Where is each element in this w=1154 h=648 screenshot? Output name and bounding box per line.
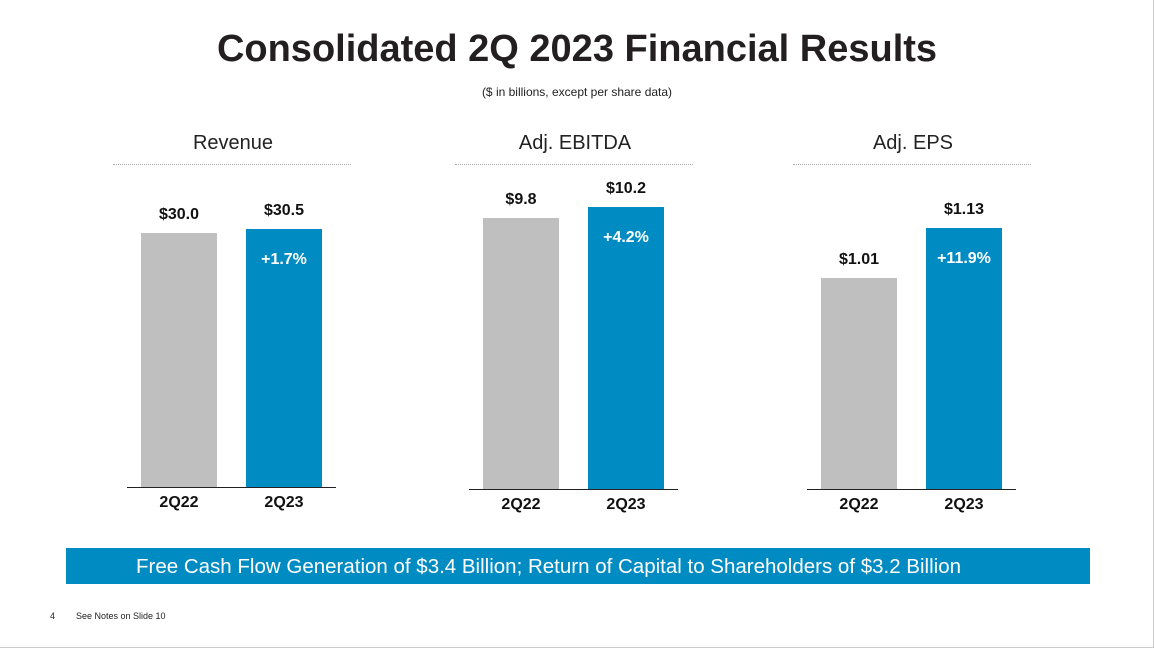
- slide-title: Consolidated 2Q 2023 Financial Results: [216, 28, 938, 70]
- chart-title: Adj. EPS: [872, 132, 954, 154]
- category-label: 2Q23: [606, 496, 646, 513]
- value-label: $9.8: [505, 191, 537, 209]
- value-label: $30.0: [158, 206, 200, 224]
- revenue-chart: Revenue $30.0 2Q22 $30.5 2Q23 +1.7%: [113, 0, 353, 530]
- highlight-banner: Free Cash Flow Generation of $3.4 Billio…: [66, 548, 1090, 584]
- slide-subtitle: ($ in billions, except per share data): [481, 85, 673, 99]
- bar-2q23: [588, 207, 664, 489]
- title-divider: [113, 164, 351, 165]
- chart-title: Revenue: [192, 132, 274, 154]
- value-label: $1.01: [838, 250, 880, 268]
- value-label: $1.13: [943, 201, 985, 218]
- bar-2q23: [926, 228, 1002, 489]
- value-label: $30.5: [263, 202, 305, 220]
- x-axis-line: [469, 489, 678, 490]
- bar-2q22: [821, 277, 897, 489]
- x-axis-line: [807, 489, 1016, 490]
- growth-label: +1.7%: [261, 251, 307, 269]
- category-label: 2Q22: [159, 494, 199, 511]
- value-label: $10.2: [605, 180, 647, 198]
- bar-2q22: [483, 218, 559, 489]
- title-divider: [455, 164, 693, 165]
- title-divider: [793, 164, 1031, 165]
- growth-label: +4.2%: [603, 229, 649, 247]
- page-number: 4: [50, 611, 56, 621]
- category-label: 2Q22: [839, 496, 879, 513]
- x-axis-line: [127, 487, 336, 488]
- adj-ebitda-chart: Adj. EBITDA $9.8 2Q22 $10.2 2Q23 +4.2%: [455, 0, 695, 530]
- category-label: 2Q23: [264, 494, 304, 511]
- chart-title: Adj. EBITDA: [518, 132, 632, 154]
- adj-eps-chart: Adj. EPS $1.01 2Q22 $1.13 2Q23 +11.9%: [793, 0, 1033, 530]
- bar-2q22: [141, 233, 217, 487]
- footer-notes: See Notes on Slide 10: [76, 611, 166, 621]
- category-label: 2Q22: [501, 496, 541, 513]
- bar-2q23: [246, 229, 322, 487]
- category-label: 2Q23: [944, 496, 984, 513]
- growth-label: +11.9%: [937, 250, 991, 267]
